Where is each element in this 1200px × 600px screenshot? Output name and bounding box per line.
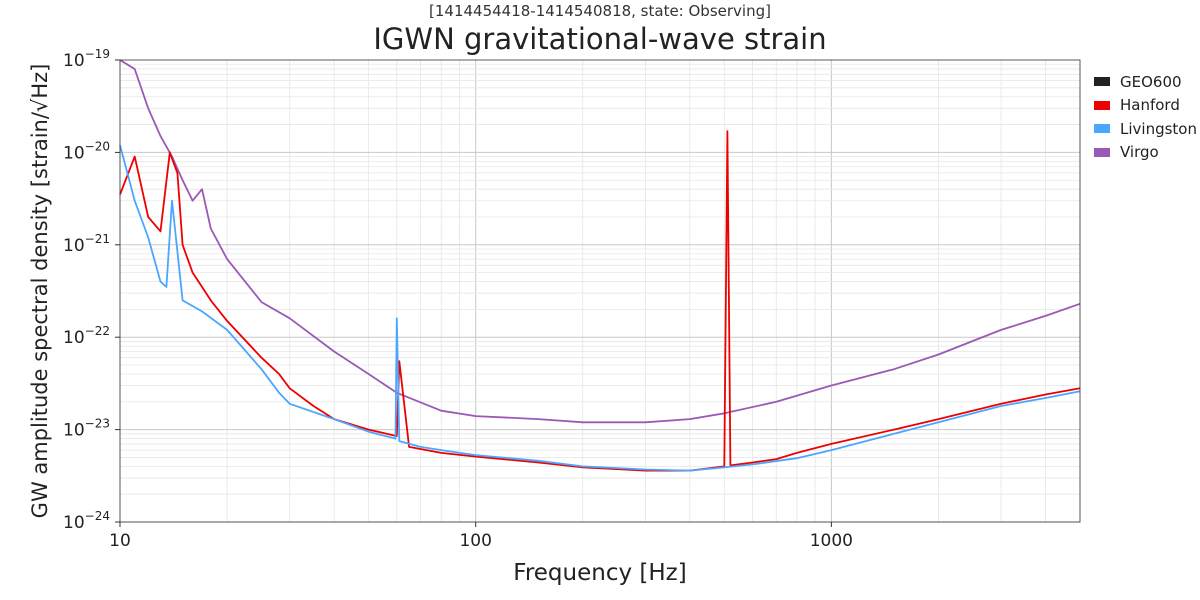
legend: GEO600 Hanford Livingston Virgo [1094,70,1197,164]
legend-swatch [1094,124,1110,134]
legend-swatch [1094,100,1110,110]
x-axis-label: Frequency [Hz] [513,560,686,586]
series-lines [119,59,1081,472]
y-tick-label: 10−20 [63,139,110,163]
supertitle: [1414454418-1414540818, state: Observing… [429,2,771,20]
y-tick-label: 10−19 [63,47,110,71]
legend-item-geo600: GEO600 [1094,70,1197,94]
plot-frame [119,59,1081,523]
legend-swatch [1094,77,1110,87]
legend-label: Livingston [1120,119,1197,138]
legend-label: Virgo [1120,143,1159,162]
legend-item-hanford: Hanford [1094,94,1197,118]
y-tick-label: 10−21 [63,232,110,256]
series-line-hanford [119,130,1081,472]
y-tick-label: 10−22 [63,324,110,348]
legend-swatch [1094,147,1110,157]
y-tick-label: 10−24 [63,509,110,533]
x-tick-label: 1000 [810,531,853,551]
y-tick-label: 10−23 [63,417,110,441]
chart-title: IGWN gravitational-wave strain [373,22,827,56]
legend-label: Hanford [1120,96,1180,115]
legend-label: GEO600 [1120,72,1182,91]
x-tick-label: 10 [109,531,131,551]
x-tick-label: 100 [459,531,491,551]
legend-item-virgo: Virgo [1094,141,1197,165]
plot-area [120,60,1080,522]
series-line-livingston [119,144,1081,472]
legend-item-livingston: Livingston [1094,117,1197,141]
y-axis-label: GW amplitude spectral density [strain/√H… [28,64,52,519]
ticks: 10 100 1000 10−24 10−23 10−22 10−21 10−20 10−19 [63,47,853,551]
